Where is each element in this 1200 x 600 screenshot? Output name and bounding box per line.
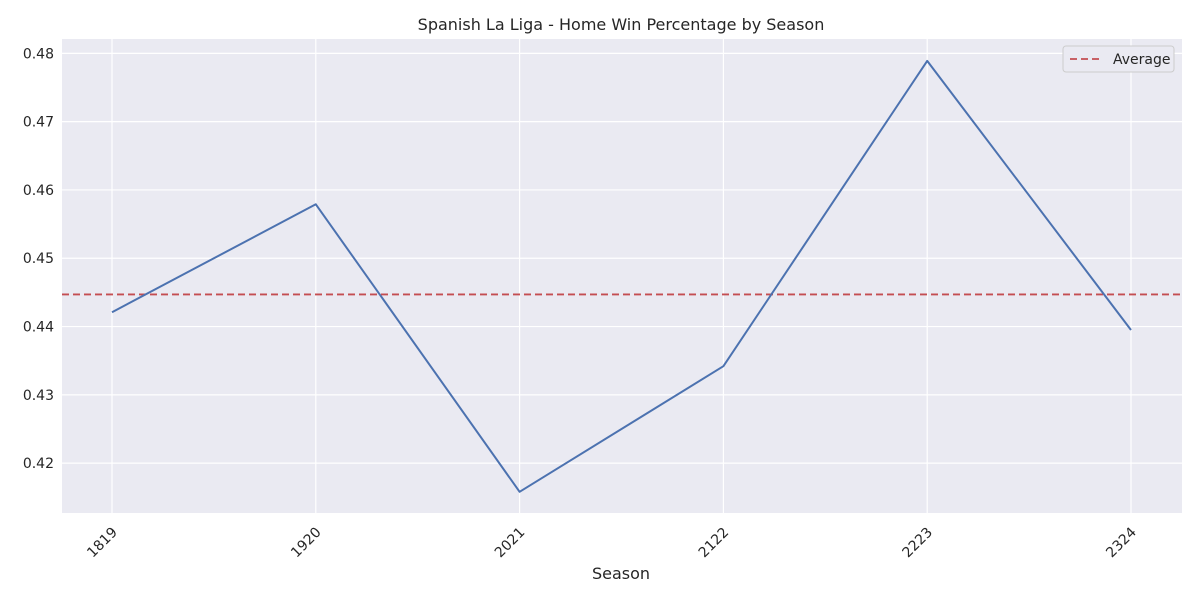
x-tick-label: 2223 — [900, 525, 937, 562]
legend: Average — [1062, 45, 1175, 73]
x-axis-label: Season — [592, 564, 650, 583]
y-tick-label: 0.47 — [23, 115, 54, 131]
y-tick-label: 0.44 — [23, 320, 54, 336]
plot-background — [62, 39, 1182, 513]
x-tick-label: 1920 — [288, 525, 325, 562]
x-tick-label: 2122 — [696, 525, 733, 562]
y-tick-label: 0.45 — [23, 251, 54, 267]
y-tick-label: 0.46 — [23, 183, 54, 199]
chart-title: Spanish La Liga - Home Win Percentage by… — [418, 15, 825, 34]
y-tick-label: 0.48 — [23, 46, 54, 62]
series-line — [111, 59, 1132, 493]
x-tick-label: 2324 — [1103, 524, 1140, 561]
x-tick-labels: 1819 1920 2021 2122 2223 2324 — [84, 524, 1140, 561]
grid-lines — [62, 39, 1182, 513]
y-tick-labels: 0.42 0.43 0.44 0.45 0.46 0.47 0.48 — [23, 46, 54, 472]
x-tick-label: 2021 — [492, 525, 529, 562]
legend-average-label: Average — [1113, 52, 1171, 68]
y-tick-label: 0.43 — [23, 388, 54, 404]
x-tick-label: 1819 — [84, 525, 121, 562]
y-tick-label: 0.42 — [23, 456, 54, 472]
legend-box — [1062, 45, 1175, 73]
